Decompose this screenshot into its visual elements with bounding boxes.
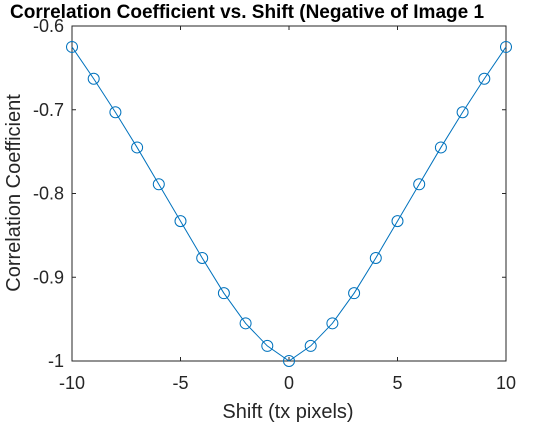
x-tick-label: 10 bbox=[496, 373, 516, 393]
series-line bbox=[71, 46, 507, 362]
data-point-marker bbox=[87, 72, 100, 85]
data-point-marker bbox=[500, 40, 512, 53]
y-axis-label: Correlation Coefficient bbox=[3, 94, 25, 292]
data-point-marker bbox=[413, 178, 426, 191]
data-point-marker bbox=[152, 178, 165, 191]
x-tick-label: 0 bbox=[284, 373, 294, 393]
y-tick-label: -1 bbox=[48, 351, 64, 371]
data-point-marker bbox=[326, 317, 339, 330]
x-tick-label: -5 bbox=[172, 373, 188, 393]
data-point-marker bbox=[456, 106, 469, 119]
y-tick-label: -0.6 bbox=[33, 16, 64, 36]
data-point-marker bbox=[217, 287, 230, 300]
data-point-marker bbox=[478, 72, 491, 85]
data-point-marker bbox=[109, 106, 122, 119]
y-axis-ticks: -1 -0.9 -0.8 -0.7 -0.6 bbox=[33, 16, 506, 371]
series-markers bbox=[66, 40, 512, 367]
data-point-marker bbox=[283, 355, 295, 367]
data-point-marker bbox=[391, 215, 404, 228]
y-tick-label: -0.9 bbox=[33, 267, 64, 287]
data-point-marker bbox=[369, 251, 382, 264]
chart-title: Correlation Coefficient vs. Shift (Negat… bbox=[10, 2, 484, 23]
y-tick-label: -0.7 bbox=[33, 100, 64, 120]
plot-area bbox=[71, 25, 507, 362]
y-tick-label: -0.8 bbox=[33, 184, 64, 204]
data-point-marker bbox=[196, 251, 209, 264]
x-axis-ticks: -10 -5 0 5 10 bbox=[59, 26, 516, 393]
data-point-marker bbox=[304, 339, 317, 352]
data-point-marker bbox=[174, 215, 187, 228]
data-point-marker bbox=[434, 141, 447, 154]
x-axis-label: Shift (tx pixels) bbox=[222, 401, 353, 423]
x-tick-label: 5 bbox=[392, 373, 402, 393]
data-point-marker bbox=[131, 141, 144, 154]
data-point-marker bbox=[239, 317, 252, 330]
data-point-marker bbox=[66, 40, 78, 53]
x-tick-label: -10 bbox=[59, 373, 85, 393]
data-point-marker bbox=[348, 287, 361, 300]
data-point-marker bbox=[261, 339, 274, 352]
